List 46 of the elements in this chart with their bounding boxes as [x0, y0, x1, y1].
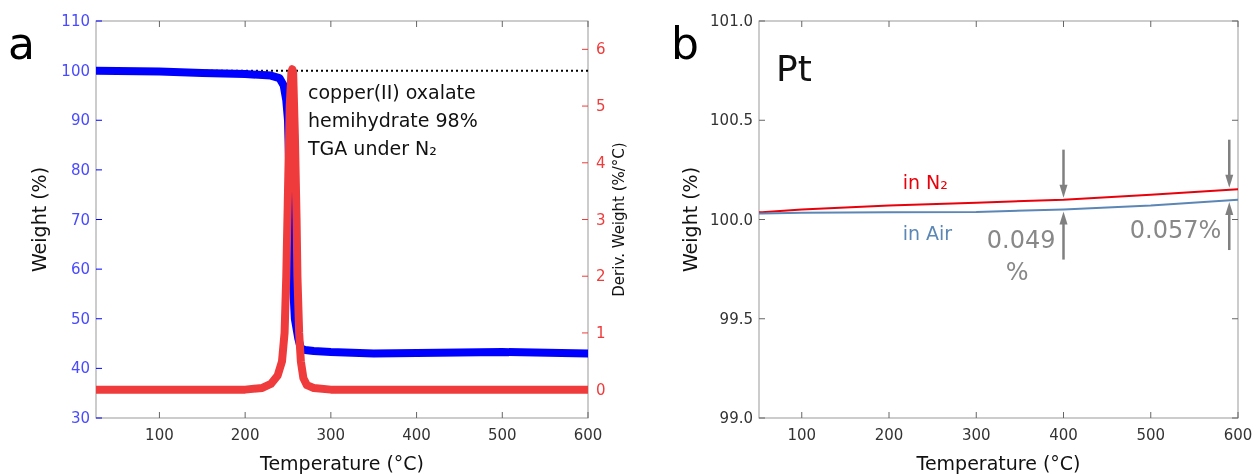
y2-tick-label: 1: [596, 323, 606, 342]
x-tick-label: 300: [316, 426, 346, 444]
y-tick-label: 100: [61, 61, 90, 80]
y-tick-label: 30: [70, 409, 90, 427]
y2-tick-label: 0: [596, 380, 606, 399]
y-tick-label: 80: [70, 160, 90, 179]
y-tick-label: 110: [61, 12, 90, 30]
annotation: 0.049 %: [986, 225, 1056, 286]
y-axis-title: Weight (%): [28, 166, 50, 273]
x-axis-title: Temperature (°C): [915, 452, 1081, 474]
y2-tick-label: 4: [596, 153, 606, 172]
y-tick-label: 70: [70, 210, 90, 229]
y2-tick-label: 6: [596, 40, 606, 59]
text: b: [671, 18, 699, 69]
y-tick-label: 100.5: [710, 111, 753, 130]
y-tick-label: 101.0: [710, 12, 753, 30]
x-axis-title: Temperature (°C): [259, 452, 424, 474]
x-tick-label: 300: [961, 426, 991, 444]
x-tick-label: 100: [787, 426, 817, 444]
x-tick-label: 200: [874, 426, 904, 444]
y-tick-label: 50: [70, 309, 90, 328]
y-tick-label: 100.0: [710, 210, 753, 229]
annotation: copper(II) oxalate hemihydrate 98% TGA under N₂: [307, 81, 478, 159]
x-tick-label: 200: [230, 426, 260, 444]
annotation: Pt: [776, 48, 812, 89]
x-tick-label: 500: [1136, 426, 1166, 444]
x-tick-label: 600: [573, 426, 603, 444]
text: a: [8, 18, 35, 69]
y-tick-label: 40: [70, 359, 90, 378]
series-label: in N₂: [902, 171, 948, 194]
series-label: in Air: [902, 222, 953, 245]
y2-tick-label: 2: [596, 267, 606, 286]
y-tick-label: 60: [70, 260, 90, 279]
y-axis-title: Weight (%): [679, 166, 701, 273]
y-tick-label: 99.5: [719, 309, 753, 328]
x-tick-label: 100: [145, 426, 174, 444]
x-tick-label: 600: [1223, 426, 1253, 444]
x-tick-label: 400: [402, 426, 431, 444]
annotation: 0.057%: [1129, 216, 1222, 245]
y-tick-label: 99.0: [719, 409, 753, 427]
y2-tick-label: 3: [596, 210, 606, 229]
x-tick-label: 500: [487, 426, 517, 444]
y2-tick-label: 5: [596, 97, 606, 116]
x-tick-label: 400: [1049, 426, 1078, 444]
y-tick-label: 90: [70, 111, 90, 130]
y2-axis-title: Deriv. Weight (%/°C): [610, 142, 628, 297]
